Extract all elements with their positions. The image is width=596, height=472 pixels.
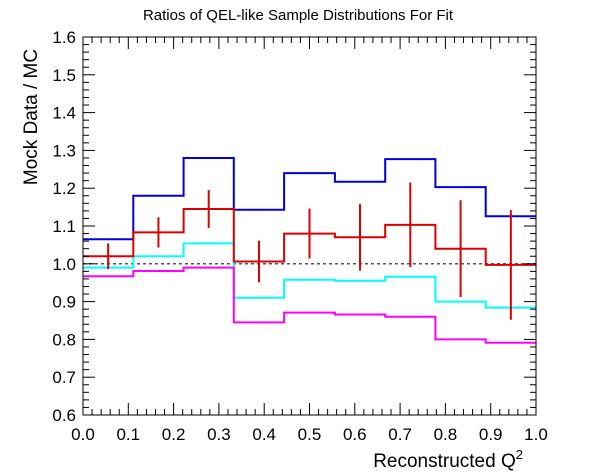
x-tick-label: 0.0 — [71, 425, 95, 444]
x-tick-label: 0.2 — [162, 425, 186, 444]
y-tick-label: 0.9 — [52, 293, 76, 312]
x-axis-label-superscript: 2 — [516, 447, 523, 462]
y-tick-label: 1.1 — [52, 217, 76, 236]
y-tick-label: 1.4 — [52, 104, 76, 123]
x-tick-label: 0.6 — [343, 425, 367, 444]
x-tick-label: 0.3 — [207, 425, 231, 444]
x-tick-label: 0.1 — [116, 425, 140, 444]
x-tick-label: 0.4 — [252, 425, 276, 444]
x-tick-label: 0.9 — [479, 425, 503, 444]
x-tick-label: 0.5 — [298, 425, 322, 444]
x-tick-label: 0.8 — [434, 425, 458, 444]
y-axis-label: Mock Data / MC — [21, 49, 42, 185]
y-tick-label: 1.3 — [52, 141, 76, 160]
x-axis-label: Reconstructed Q2 — [373, 447, 523, 472]
y-tick-label: 1.2 — [52, 179, 76, 198]
plot-area: 0.0 0.1 0.2 0.3 0.4 0.5 0.6 0.7 0.8 0.9 1.0 0.6 0.7 0… — [52, 28, 547, 444]
y-tick-label: 0.7 — [52, 368, 76, 387]
series-3-step-line — [83, 266, 536, 344]
x-tick-label: 1.0 — [524, 425, 548, 444]
x-tick-label: 0.7 — [388, 425, 412, 444]
y-tick-label: 1.0 — [52, 255, 76, 274]
y-tick-label: 1.6 — [52, 28, 76, 47]
y-tick-label: 0.6 — [52, 406, 76, 425]
y-tick-label: 1.5 — [52, 66, 76, 85]
series-2-step-line — [83, 242, 536, 309]
chart-title: Ratios of QEL-like Sample Distributions … — [143, 7, 454, 24]
y-tick-label: 0.8 — [52, 330, 76, 349]
series-1-step-line — [83, 157, 536, 241]
x-axis-label-main: Reconstructed Q — [373, 451, 516, 472]
